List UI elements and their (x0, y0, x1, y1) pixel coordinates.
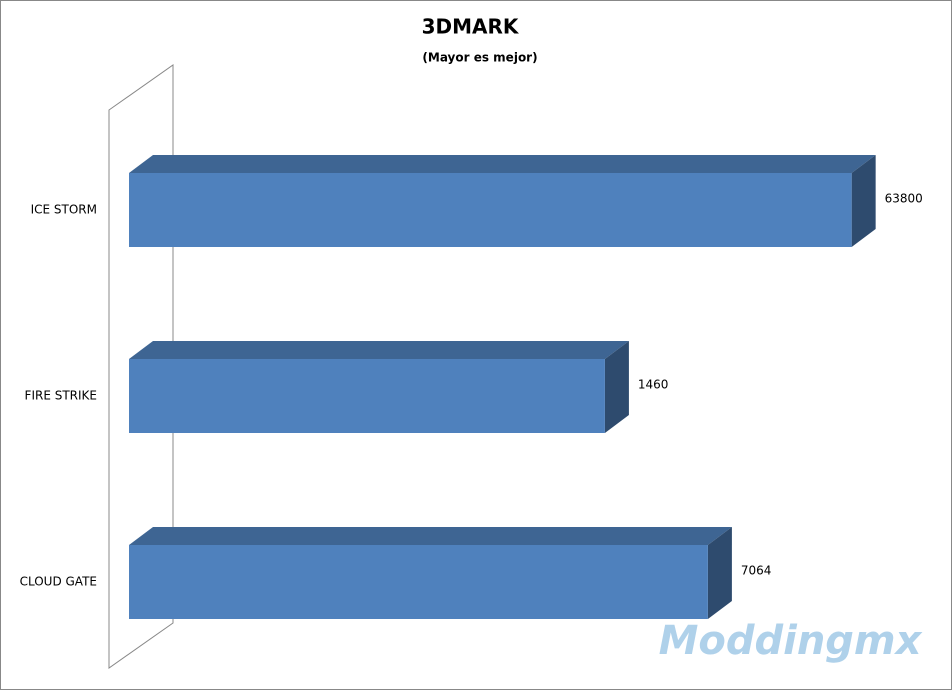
chart-title: 3DMARK (422, 15, 520, 39)
value-label: 63800 (885, 192, 923, 206)
bar-side (604, 341, 629, 433)
bar (129, 359, 605, 433)
bar-top (129, 527, 732, 545)
value-label: 1460 (638, 378, 669, 392)
watermark: Moddingmx (659, 618, 923, 664)
y-tick-label: CLOUD GATE (20, 575, 97, 589)
bar (129, 173, 852, 247)
chart-subtitle: (Mayor es mejor) (422, 51, 537, 65)
bar (129, 545, 708, 619)
back-wall (108, 64, 174, 669)
bar-side (851, 155, 876, 247)
bar-side (707, 527, 732, 619)
value-label: 7064 (741, 564, 772, 578)
y-tick-label: FIRE STRIKE (25, 389, 97, 403)
bar-top (129, 155, 876, 173)
bar-top (129, 341, 629, 359)
y-tick-label: ICE STORM (31, 203, 97, 217)
